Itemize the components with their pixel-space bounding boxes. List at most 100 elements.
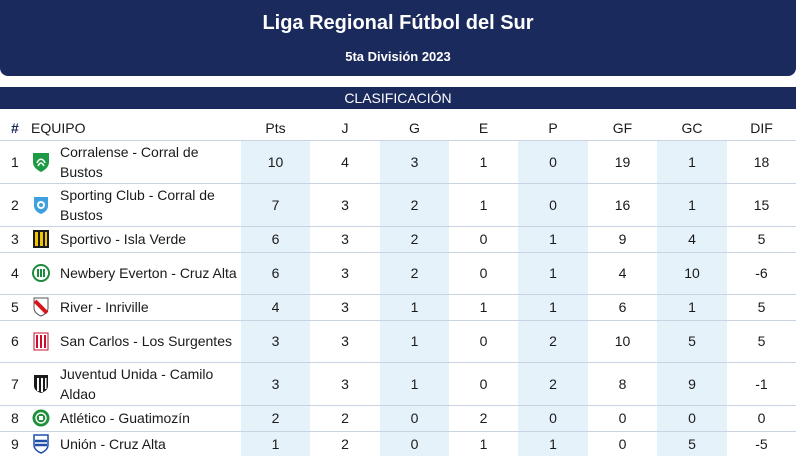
e-cell: 1 [479, 196, 488, 213]
table-row[interactable]: 5 River - Inriville 4 3 1 1 1 6 1 5 [0, 294, 796, 320]
col-header-e[interactable]: E [478, 119, 489, 136]
j-cell: 2 [341, 410, 349, 426]
dif-cell: 0 [757, 410, 766, 426]
gf-cell: 4 [618, 265, 627, 281]
position-cell: 5 [11, 299, 19, 315]
pts-cell: 10 [241, 140, 310, 183]
table-row[interactable]: 6 San Carlos - Los Surgentes 3 3 1 0 2 1… [0, 320, 796, 362]
j-cell: 3 [341, 196, 349, 213]
col-header-gc[interactable]: GC [681, 119, 703, 136]
team-name[interactable]: Corralense - Corral de Bustos [60, 143, 199, 180]
col-header-g[interactable]: G [409, 119, 420, 136]
dif-cell: -1 [755, 375, 768, 392]
col-header-pos[interactable]: # [11, 119, 19, 136]
e-cell: 2 [479, 410, 488, 426]
g-cell: 1 [380, 294, 449, 320]
dif-cell: 15 [753, 196, 770, 213]
col-header-team[interactable]: EQUIPO [31, 119, 86, 136]
p-cell: 1 [518, 431, 588, 456]
gc-cell: 9 [657, 362, 727, 405]
e-cell: 0 [479, 375, 488, 392]
gc-cell: 10 [657, 252, 727, 294]
dif-cell: 5 [757, 333, 766, 349]
p-cell: 0 [518, 183, 588, 226]
table-row[interactable]: 7 Juventud Unida - Camilo Aldao 3 3 1 0 … [0, 362, 796, 405]
p-cell: 1 [518, 252, 588, 294]
team-name[interactable]: River - Inriville [60, 299, 149, 315]
p-cell: 1 [518, 226, 588, 252]
section-title: CLASIFICACIÓN [0, 87, 796, 109]
j-cell: 4 [341, 153, 349, 170]
table-row[interactable]: 4 Newbery Everton - Cruz Alta 6 3 2 0 1 … [0, 252, 796, 294]
gf-cell: 0 [618, 410, 627, 426]
gc-cell: 5 [657, 431, 727, 456]
position-cell: 7 [11, 375, 19, 392]
p-cell: 2 [518, 320, 588, 362]
gf-cell: 19 [614, 153, 631, 170]
e-cell: 0 [479, 333, 488, 349]
g-cell: 2 [380, 183, 449, 226]
crest-green-circle-icon [31, 407, 51, 429]
gf-cell: 10 [614, 333, 631, 349]
gc-cell: 1 [657, 183, 727, 226]
page-title: Liga Regional Fútbol del Sur [262, 12, 534, 34]
table-row[interactable]: 8 Atlético - Guatimozín 2 2 0 2 0 0 0 0 [0, 405, 796, 431]
crest-yellow-black-stripes-icon [31, 228, 51, 250]
table-row[interactable]: 2 Sporting Club - Corral de Bustos 7 3 2… [0, 183, 796, 226]
pts-cell: 3 [241, 362, 310, 405]
standings-table: # EQUIPO Pts J G E P GF GC DIF 1 Corrale… [0, 116, 796, 456]
team-name[interactable]: Juventud Unida - Camilo Aldao [60, 365, 214, 402]
g-cell: 1 [380, 320, 449, 362]
team-name[interactable]: Sportivo - Isla Verde [60, 231, 187, 247]
g-cell: 2 [380, 252, 449, 294]
crest-red-sash-icon [31, 296, 51, 318]
gc-cell: 0 [657, 405, 727, 431]
team-name[interactable]: Sporting Club - Corral de Bustos [60, 186, 215, 223]
team-name[interactable]: Newbery Everton - Cruz Alta [60, 265, 237, 281]
j-cell: 3 [341, 333, 349, 349]
team-name[interactable]: Atlético - Guatimozín [60, 410, 190, 426]
dif-cell: -6 [755, 265, 768, 281]
e-cell: 1 [479, 436, 488, 453]
position-cell: 3 [11, 231, 19, 247]
crest-blue-white-shield-icon [31, 433, 51, 455]
gc-cell: 4 [657, 226, 727, 252]
col-header-pts[interactable]: Pts [265, 119, 286, 136]
g-cell: 0 [380, 431, 449, 456]
j-cell: 3 [341, 231, 349, 247]
position-cell: 6 [11, 333, 19, 349]
col-header-p[interactable]: P [548, 119, 558, 136]
gf-cell: 8 [618, 375, 627, 392]
pts-cell: 4 [241, 294, 310, 320]
col-header-gf[interactable]: GF [612, 119, 633, 136]
pts-cell: 3 [241, 320, 310, 362]
g-cell: 2 [380, 226, 449, 252]
position-cell: 4 [11, 265, 19, 281]
team-name[interactable]: San Carlos - Los Surgentes [60, 333, 232, 349]
p-cell: 2 [518, 362, 588, 405]
e-cell: 0 [479, 265, 488, 281]
gf-cell: 6 [618, 299, 627, 315]
gf-cell: 0 [618, 436, 627, 453]
table-row[interactable]: 3 Sportivo - Isla Verde 6 3 2 0 1 9 4 5 [0, 226, 796, 252]
pts-cell: 6 [241, 252, 310, 294]
dif-cell: -5 [755, 436, 768, 453]
gc-cell: 1 [657, 294, 727, 320]
table-header-row: # EQUIPO Pts J G E P GF GC DIF [0, 116, 796, 140]
g-cell: 3 [380, 140, 449, 183]
g-cell: 0 [380, 405, 449, 431]
gc-cell: 5 [657, 320, 727, 362]
gf-cell: 9 [618, 231, 627, 247]
j-cell: 3 [341, 299, 349, 315]
pts-cell: 2 [241, 405, 310, 431]
position-cell: 1 [11, 153, 19, 170]
dif-cell: 18 [753, 153, 770, 170]
col-header-j[interactable]: J [341, 119, 349, 136]
p-cell: 0 [518, 405, 588, 431]
crest-red-white-stripes-icon [31, 330, 51, 352]
col-header-dif[interactable]: DIF [750, 119, 773, 136]
team-name[interactable]: Unión - Cruz Alta [60, 436, 166, 453]
table-row[interactable]: 1 Corralense - Corral de Bustos 10 4 3 1… [0, 140, 796, 183]
crest-green-white-circle-icon [31, 262, 51, 284]
table-row[interactable]: 9 Unión - Cruz Alta 1 2 0 1 1 0 5 -5 [0, 431, 796, 456]
